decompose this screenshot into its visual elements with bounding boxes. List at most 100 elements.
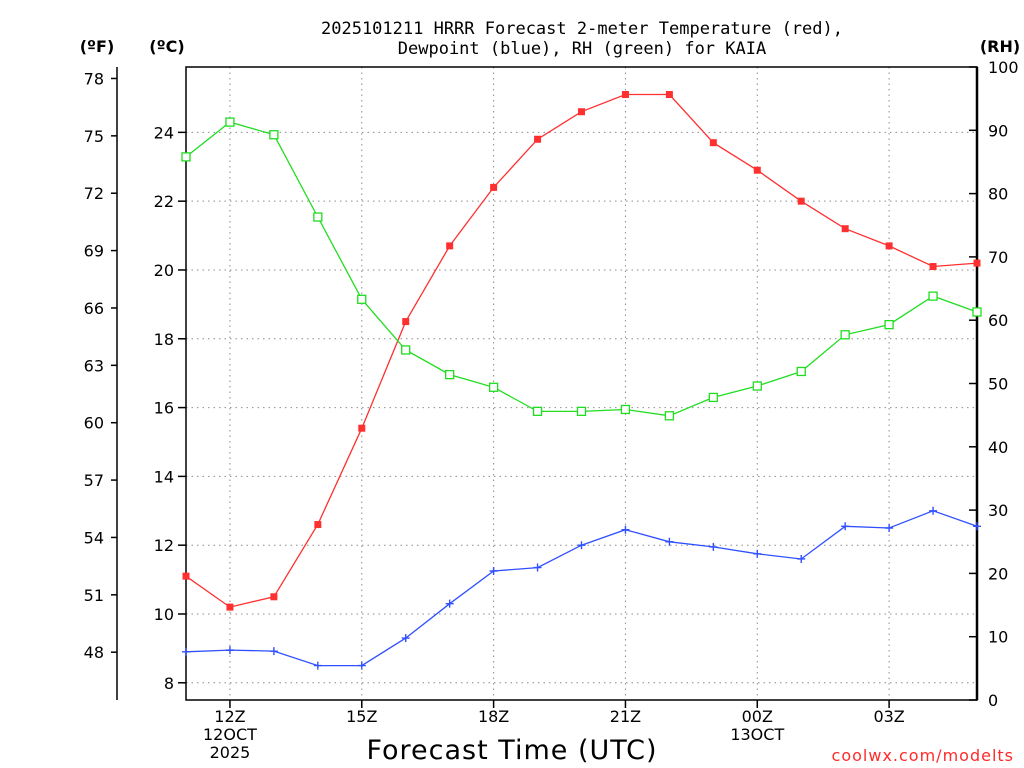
rh-tick-label: 70 [988, 248, 1008, 267]
fahrenheit-tick-label: 78 [84, 69, 104, 88]
dewpoint-point [225, 646, 234, 655]
temperature-point [929, 263, 937, 271]
celsius-tick-label: 10 [154, 605, 174, 624]
fahrenheit-tick-label: 60 [84, 414, 104, 433]
rh-tick-label: 100 [988, 58, 1019, 77]
x-tick-label: 03Z [873, 707, 904, 726]
celsius-tick-label: 18 [154, 330, 174, 349]
rh-point [664, 411, 675, 421]
rh-point [884, 319, 894, 330]
rh-tick-label: 80 [988, 185, 1008, 204]
fahrenheit-tick-label: 54 [84, 528, 104, 547]
fahrenheit-tick-label: 69 [84, 242, 104, 261]
rh-point [532, 406, 543, 417]
dewpoint-point [709, 542, 718, 551]
dewpoint-point [313, 661, 322, 670]
dewpoint-point [665, 537, 674, 546]
dewpoint-point [621, 525, 630, 534]
temperature-point [226, 603, 234, 611]
dewpoint-point [445, 599, 454, 608]
dewpoint-point [797, 554, 806, 563]
series-line-temperature [185, 93, 978, 608]
rh-unit-label: (RH) [980, 37, 1020, 56]
data-series [181, 91, 982, 670]
temperature-point [885, 242, 893, 250]
celsius-tick-label: 20 [154, 261, 174, 280]
fahrenheit-unit-label: (ºF) [80, 37, 115, 56]
chart-title: 2025101211 HRRR Forecast 2-meter Tempera… [321, 19, 843, 59]
x-tick-label: 2025 [210, 743, 251, 762]
rh-point [357, 294, 367, 304]
dewpoint-point [533, 563, 542, 572]
rh-tick-label: 40 [988, 438, 1008, 457]
rh-tick-label: 20 [988, 564, 1008, 583]
temperature-point [446, 242, 454, 250]
fahrenheit-tick-label: 51 [84, 586, 104, 605]
temperature-point [973, 259, 981, 267]
rh-tick-label: 10 [988, 628, 1008, 647]
rh-point [840, 330, 850, 340]
celsius-tick-label: 24 [154, 123, 174, 142]
temperature-point [665, 91, 673, 99]
celsius-unit-label: (ºC) [149, 37, 184, 56]
temperature-point [621, 91, 629, 99]
x-tick-label: 12OCT [203, 725, 257, 744]
temperature-point [490, 183, 498, 191]
rh-tick-label: 30 [988, 501, 1008, 520]
temperature-point [534, 135, 542, 143]
rh-point [445, 369, 455, 380]
rh-point [928, 291, 938, 301]
rh-tick-label: 0 [988, 691, 998, 710]
x-tick-label: 15Z [346, 707, 377, 726]
fahrenheit-tick-label: 66 [84, 299, 104, 318]
temperature-point [402, 318, 410, 326]
dewpoint-point [973, 522, 981, 531]
fahrenheit-tick-label: 57 [84, 471, 104, 490]
temperature-point [841, 225, 849, 233]
temperature-point [314, 521, 322, 529]
celsius-tick-label: 14 [154, 467, 174, 486]
series-temperature [182, 91, 981, 611]
celsius-tick-label: 8 [164, 674, 174, 693]
fahrenheit-tick-label: 48 [84, 643, 104, 662]
fahrenheit-tick-label: 63 [84, 356, 104, 375]
rh-point [313, 212, 323, 222]
dewpoint-point [269, 647, 278, 656]
rh-point [972, 307, 982, 317]
fahrenheit-tick-label: 75 [84, 127, 104, 146]
temperature-point [753, 166, 761, 174]
series-rh [181, 117, 982, 421]
series-line-rh [185, 121, 978, 417]
rh-point [576, 406, 587, 417]
dewpoint-point [753, 549, 762, 558]
temperature-point [709, 139, 717, 147]
temperature-point [358, 424, 366, 432]
rh-point [488, 382, 499, 392]
celsius-tick-label: 22 [154, 192, 174, 211]
dewpoint-point [929, 506, 938, 515]
dewpoint-point [489, 566, 498, 575]
rh-point [225, 117, 235, 127]
dewpoint-point [401, 634, 410, 643]
title-line-2: Dewpoint (blue), RH (green) for KAIA [398, 39, 766, 59]
rh-point [796, 366, 806, 377]
temperature-point [578, 108, 585, 116]
x-tick-label: 12Z [214, 707, 245, 726]
rh-point [401, 345, 411, 355]
dewpoint-point [357, 661, 366, 670]
x-tick-label: 13OCT [730, 725, 784, 744]
axes: 48 51 54 57 60 63 66 69 72 75 78 8 10 12 14 16 18 20 22 24 0… [84, 58, 1019, 710]
x-tick-label: 18Z [478, 707, 509, 726]
series-dewpoint [182, 506, 981, 670]
temperature-point [182, 572, 190, 580]
rh-point [708, 392, 718, 403]
plot-frame [185, 66, 978, 701]
x-tick-label: 21Z [610, 707, 641, 726]
rh-tick-label: 60 [988, 311, 1008, 330]
credit-text: coolwx.com/modelts [832, 746, 1014, 765]
dewpoint-point [182, 647, 190, 656]
temperature-point [270, 593, 278, 601]
dewpoint-point [885, 523, 894, 532]
